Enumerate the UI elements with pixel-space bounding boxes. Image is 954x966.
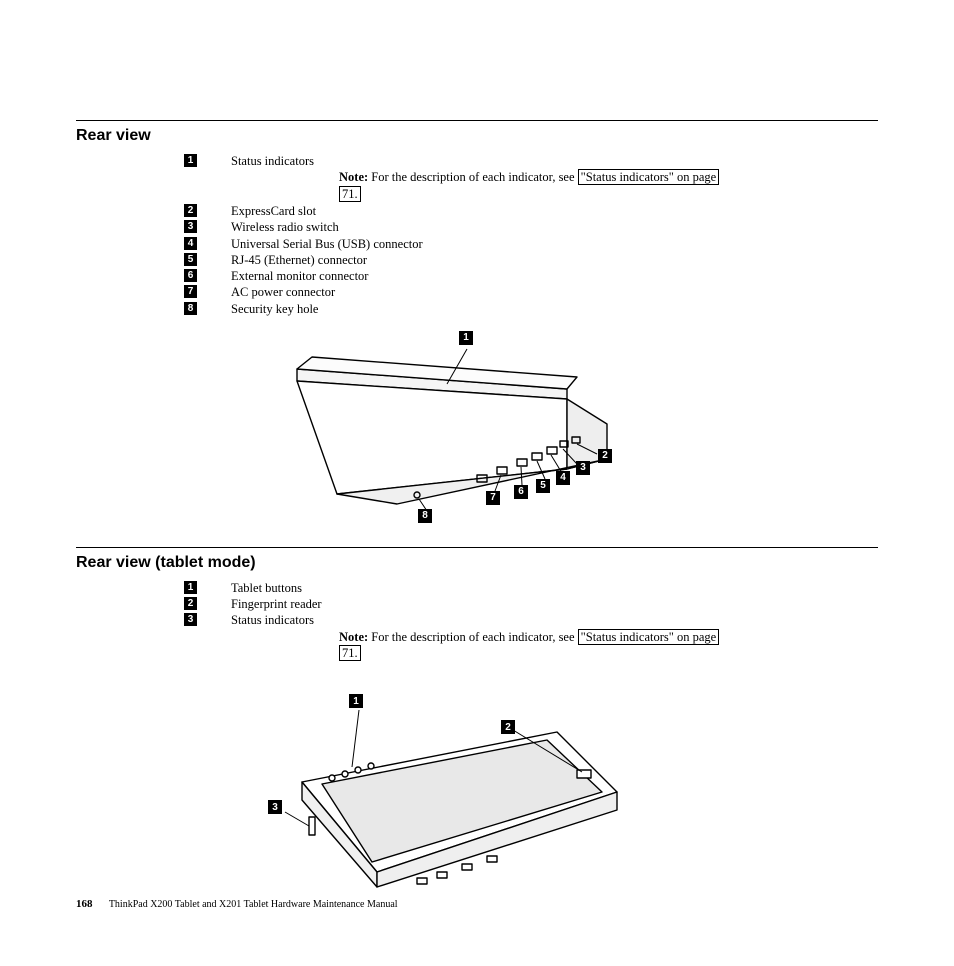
- note-block: Note: For the description of each indica…: [339, 629, 878, 663]
- tablet-rear-illustration: [76, 672, 878, 912]
- callout-item: 8 Security key hole: [184, 301, 878, 317]
- callout-number-icon: 8: [184, 302, 197, 315]
- callout-item: 2 ExpressCard slot: [184, 203, 878, 219]
- rear-view-diagram: 1 2 3 4 5 6 7 8: [76, 329, 878, 529]
- callout-text: AC power connector: [231, 284, 878, 300]
- callout-item: 1 Status indicators: [184, 153, 878, 169]
- diagram-callout-icon: 2: [598, 449, 612, 463]
- callout-number-icon: 7: [184, 285, 197, 298]
- callout-number-icon: 2: [184, 597, 197, 610]
- diagram-callout-icon: 3: [268, 800, 282, 814]
- callout-number-icon: 5: [184, 253, 197, 266]
- callout-item: 2 Fingerprint reader: [184, 596, 878, 612]
- callout-text: Status indicators: [231, 612, 878, 628]
- callout-item: 5 RJ-45 (Ethernet) connector: [184, 252, 878, 268]
- callout-item: 7 AC power connector: [184, 284, 878, 300]
- callout-item: 4 Universal Serial Bus (USB) connector: [184, 236, 878, 252]
- callout-number-icon: 3: [184, 613, 197, 626]
- callout-text: Status indicators: [231, 153, 878, 169]
- diagram-callout-icon: 6: [514, 485, 528, 499]
- note-label: Note:: [339, 630, 368, 644]
- diagram-callout-icon: 1: [459, 331, 473, 345]
- laptop-rear-illustration: [76, 329, 878, 529]
- callout-item: 3 Status indicators: [184, 612, 878, 628]
- note-block: Note: For the description of each indica…: [339, 169, 878, 203]
- callout-text: Tablet buttons: [231, 580, 878, 596]
- diagram-callout-icon: 5: [536, 479, 550, 493]
- callout-number-icon: 2: [184, 204, 197, 217]
- callout-number-icon: 1: [184, 154, 197, 167]
- callout-text: Wireless radio switch: [231, 219, 878, 235]
- callout-item: 6 External monitor connector: [184, 268, 878, 284]
- page-footer: 168 ThinkPad X200 Tablet and X201 Tablet…: [76, 898, 398, 910]
- manual-page: Rear view 1 Status indicators Note: For …: [0, 0, 954, 966]
- callout-list-rear-view: 1 Status indicators Note: For the descri…: [184, 153, 878, 317]
- callout-item: 3 Wireless radio switch: [184, 219, 878, 235]
- note-pre: For the description of each indicator, s…: [368, 630, 578, 644]
- callout-text: Fingerprint reader: [231, 596, 878, 612]
- section-divider: [76, 120, 878, 121]
- note-label: Note:: [339, 170, 368, 184]
- note-pre: For the description of each indicator, s…: [368, 170, 578, 184]
- status-indicators-link[interactable]: "Status indicators" on page: [578, 169, 720, 185]
- callout-item: 1 Tablet buttons: [184, 580, 878, 596]
- callout-number-icon: 4: [184, 237, 197, 250]
- callout-text: ExpressCard slot: [231, 203, 878, 219]
- callout-number-icon: 3: [184, 220, 197, 233]
- section-divider: [76, 547, 878, 548]
- status-indicators-page-link[interactable]: 71.: [339, 645, 361, 661]
- diagram-callout-icon: 7: [486, 491, 500, 505]
- callout-text: External monitor connector: [231, 268, 878, 284]
- status-indicators-page-link[interactable]: 71.: [339, 186, 361, 202]
- callout-text: Universal Serial Bus (USB) connector: [231, 236, 878, 252]
- callout-number-icon: 6: [184, 269, 197, 282]
- diagram-callout-icon: 1: [349, 694, 363, 708]
- callout-number-icon: 1: [184, 581, 197, 594]
- diagram-callout-icon: 3: [576, 461, 590, 475]
- status-indicators-link[interactable]: "Status indicators" on page: [578, 629, 720, 645]
- tablet-mode-diagram: 1 2 3: [76, 672, 878, 912]
- callout-text: RJ-45 (Ethernet) connector: [231, 252, 878, 268]
- diagram-callout-icon: 8: [418, 509, 432, 523]
- book-title: ThinkPad X200 Tablet and X201 Tablet Har…: [109, 899, 398, 910]
- section-title-rear-view: Rear view: [76, 127, 878, 145]
- diagram-callout-icon: 4: [556, 471, 570, 485]
- callout-text: Security key hole: [231, 301, 878, 317]
- section-title-rear-view-tablet: Rear view (tablet mode): [76, 554, 878, 572]
- diagram-callout-icon: 2: [501, 720, 515, 734]
- page-number: 168: [76, 898, 93, 910]
- callout-list-tablet-mode: 1 Tablet buttons 2 Fingerprint reader 3 …: [184, 580, 878, 663]
